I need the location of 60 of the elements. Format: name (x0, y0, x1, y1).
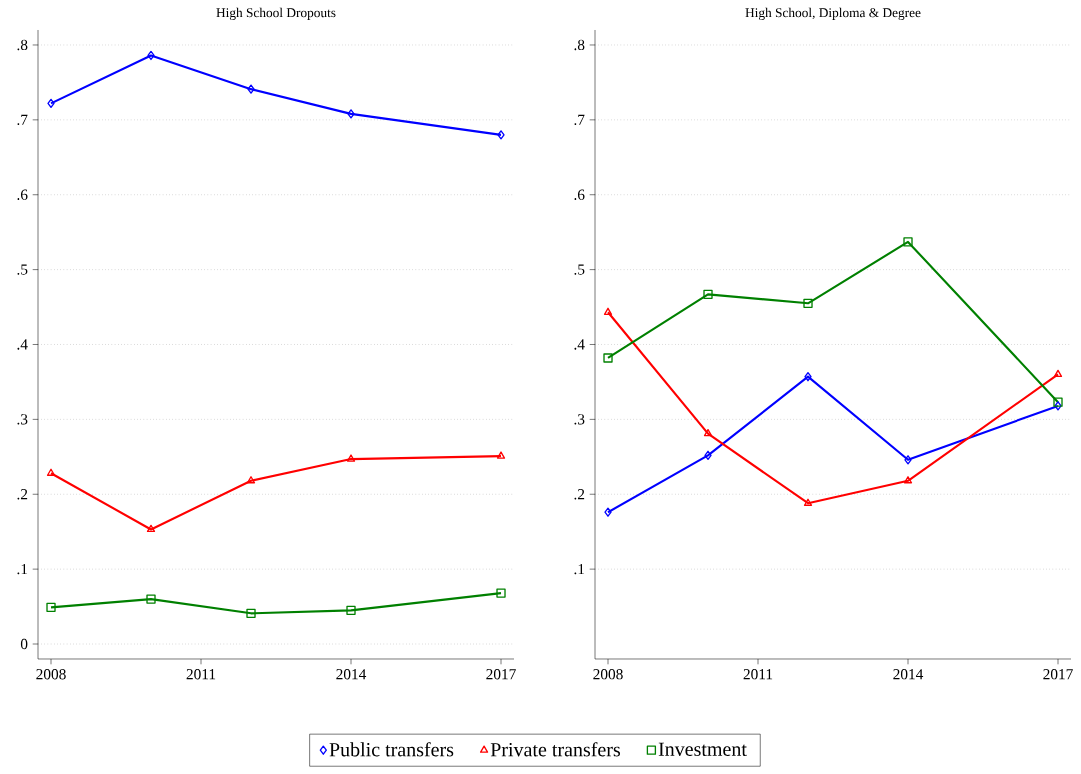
y-tick-label: .4 (574, 339, 585, 350)
point (903, 476, 913, 484)
x-tick-label: 2008 (36, 669, 66, 680)
point (246, 608, 256, 618)
point (803, 298, 813, 308)
point (347, 109, 355, 119)
point (497, 130, 505, 140)
y-tick-label: .6 (17, 189, 28, 200)
y-tick-label: 0 (20, 638, 28, 650)
y-tick-label: .5 (574, 264, 585, 275)
y-tick-label: .1 (17, 563, 28, 575)
y-tick-label: .7 (574, 114, 585, 125)
y-tick-label: .4 (17, 339, 28, 350)
point (1054, 401, 1062, 411)
point (603, 307, 613, 315)
point (604, 507, 612, 517)
point (703, 289, 713, 299)
x-tick-label: 2011 (186, 669, 216, 680)
point (603, 353, 613, 363)
point (47, 98, 55, 109)
y-tick-label: .2 (574, 489, 585, 500)
point (803, 498, 813, 506)
point (1053, 369, 1063, 378)
y-tick-label: .7 (17, 114, 28, 125)
point (1053, 397, 1063, 407)
point (146, 594, 156, 604)
point (903, 237, 913, 247)
point (147, 50, 155, 61)
legend-label: Private transfers (490, 742, 620, 757)
point (146, 524, 156, 533)
point (346, 605, 356, 615)
point (247, 84, 255, 94)
point (804, 372, 812, 382)
x-tick-label: 2014 (336, 669, 367, 680)
x-tick-label: 2014 (893, 669, 924, 680)
y-tick-label: .8 (17, 39, 28, 51)
y-tick-label: .2 (17, 489, 28, 500)
point (46, 468, 56, 476)
point (246, 476, 256, 484)
legend-label: Public transfers (329, 742, 454, 757)
x-tick-label: 2011 (743, 669, 773, 680)
x-tick-label: 2017 (1043, 669, 1073, 680)
legend-label: Investment (658, 742, 747, 756)
point (703, 428, 713, 437)
point (496, 588, 506, 598)
y-tick-label: .3 (574, 414, 585, 425)
chart-title: High School, Diploma & Degree (745, 7, 921, 20)
point (496, 451, 506, 459)
y-tick-label: .6 (574, 189, 585, 200)
y-tick-label: .8 (574, 39, 585, 51)
point (46, 602, 56, 612)
point (704, 450, 712, 460)
y-tick-label: .1 (574, 563, 585, 575)
x-tick-label: 2008 (593, 669, 623, 680)
point (904, 455, 912, 465)
x-tick-label: 2017 (486, 669, 516, 680)
y-tick-label: .5 (17, 264, 28, 275)
y-tick-label: .3 (17, 414, 28, 425)
chart-title: High School Dropouts (216, 7, 336, 20)
point (346, 454, 356, 462)
